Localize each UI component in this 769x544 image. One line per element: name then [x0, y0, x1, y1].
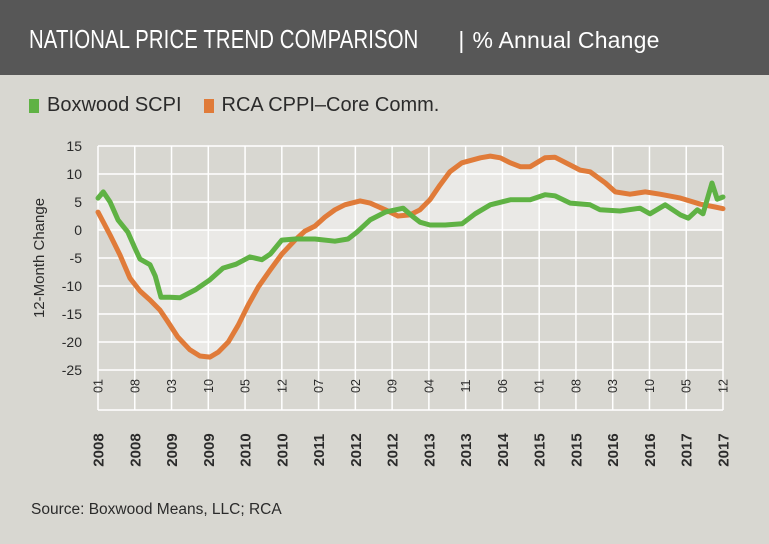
x-tick-month: 03 — [165, 379, 179, 393]
x-tick-month: 10 — [643, 379, 657, 393]
x-tick-year: 2014 — [495, 433, 512, 467]
x-axis-ticks: 01 2008 08 2008 03 2009 10 2009 05 2010 12 2010 07 20… — [91, 379, 733, 467]
legend-label-rca: RCA CPPI–Core Comm. — [221, 94, 440, 116]
title-separator: | — [458, 27, 465, 53]
source-note: Source: Boxwood Means, LLC; RCA — [31, 501, 282, 518]
legend-item-boxwood: Boxwood SCPI — [29, 94, 182, 117]
y-tick-label: -25 — [62, 362, 82, 378]
title-subtitle: % Annual Change — [472, 27, 660, 53]
x-tick-year: 2009 — [201, 433, 218, 466]
x-tick-year: 2015 — [568, 433, 585, 466]
y-tick-label: -20 — [62, 334, 82, 350]
x-tick-year: 2010 — [274, 433, 291, 466]
y-tick-label: 0 — [74, 222, 82, 238]
x-tick-year: 2016 — [605, 433, 622, 466]
x-tick-month: 01 — [533, 379, 547, 393]
shaded-area — [98, 156, 723, 357]
x-tick-year: 2013 — [421, 433, 438, 466]
x-tick-year: 2017 — [716, 433, 733, 466]
x-tick-month: 08 — [569, 379, 583, 393]
y-tick-label: -15 — [62, 306, 82, 322]
x-tick-month: 12 — [275, 379, 289, 393]
x-tick-year: 2010 — [238, 433, 255, 466]
x-tick-month: 05 — [239, 379, 253, 393]
y-axis-title: 12-Month Change — [31, 198, 48, 318]
y-axis-ticks: 15 10 5 0 -5 -10 -15 -20 -25 — [62, 138, 82, 378]
x-tick-month: 08 — [128, 379, 142, 393]
x-tick-year: 2009 — [164, 433, 181, 466]
y-tick-label: -5 — [70, 250, 83, 266]
y-tick-label: 15 — [66, 138, 82, 154]
x-tick-month: 01 — [92, 379, 106, 393]
x-tick-year: 2008 — [127, 433, 144, 466]
x-tick-year: 2013 — [458, 433, 475, 466]
y-tick-label: 10 — [66, 166, 82, 182]
x-tick-month: 11 — [459, 379, 473, 392]
x-tick-month: 12 — [717, 379, 731, 393]
header-bar: NATIONAL PRICE TREND COMPARISON | % Annual… — [0, 0, 769, 75]
x-tick-year: 2012 — [385, 433, 402, 466]
x-tick-year: 2011 — [311, 434, 328, 467]
x-tick-month: 03 — [606, 379, 620, 393]
x-tick-month: 10 — [202, 379, 216, 393]
legend-swatch-rca — [203, 98, 214, 113]
title-main: NATIONAL PRICE TREND COMPARISON — [29, 24, 419, 54]
x-tick-year: 2015 — [532, 433, 549, 466]
series-layer — [95, 153, 726, 360]
y-tick-label: 5 — [74, 194, 82, 210]
x-tick-month: 06 — [496, 379, 510, 393]
legend: Boxwood SCPI RCA CPPI–Core Comm. — [29, 94, 461, 117]
x-tick-year: 2017 — [679, 433, 696, 466]
x-tick-month: 02 — [349, 379, 363, 393]
grid-layer — [97, 145, 724, 411]
x-tick-year: 2012 — [348, 433, 365, 466]
legend-item-rca: RCA CPPI–Core Comm. — [203, 94, 440, 117]
shaded-area-layer — [98, 156, 723, 357]
legend-label-boxwood: Boxwood SCPI — [47, 94, 182, 116]
series-line-boxwood — [95, 180, 726, 301]
x-tick-month: 09 — [386, 379, 400, 393]
x-tick-month: 04 — [422, 379, 436, 393]
y-tick-label: -10 — [62, 278, 82, 294]
x-tick-month: 07 — [312, 379, 326, 393]
chart-title: NATIONAL PRICE TREND COMPARISON | % Annual… — [29, 24, 660, 55]
x-tick-year: 2016 — [642, 433, 659, 466]
x-tick-month: 05 — [680, 379, 694, 393]
x-tick-year: 2008 — [91, 433, 108, 466]
legend-swatch-boxwood — [29, 98, 39, 113]
